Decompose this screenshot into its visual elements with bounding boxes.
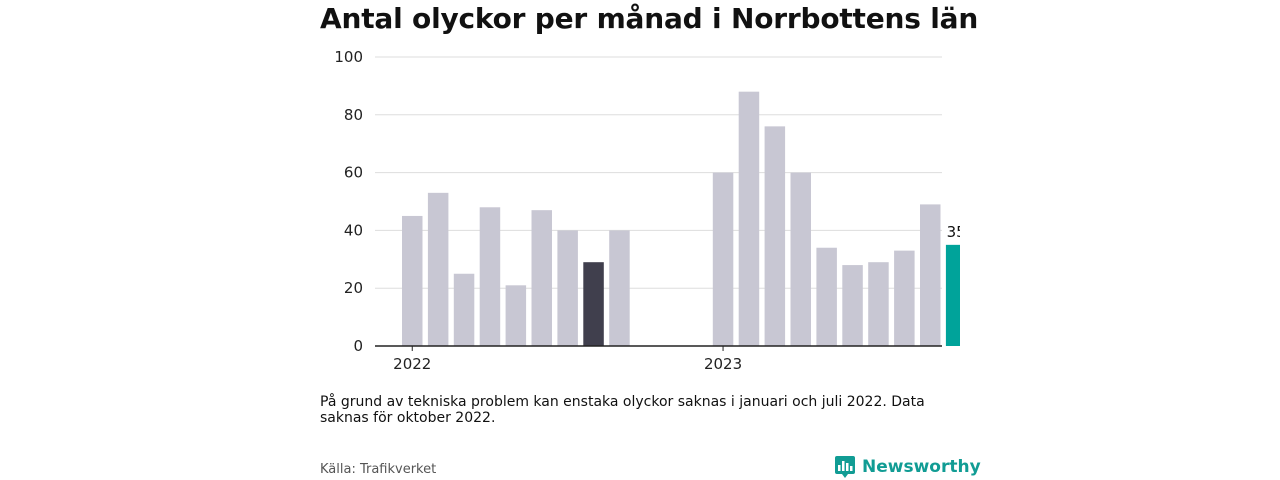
chart-title: Antal olyckor per månad i Norrbottens lä… [320,2,979,35]
source-label: Källa: Trafikverket [320,462,437,477]
x-axis: 2022 2023 [375,345,942,373]
bar-2023-02 [738,91,760,347]
bar-2023-09 [920,204,941,346]
bar-2023-05 [816,247,837,346]
bar-2022-04 [479,207,501,346]
y-tick-label: 60 [344,164,363,182]
bar-2023-10 [945,244,960,346]
bar-2023-01 [712,172,734,346]
data-label-2023-10: 35 [947,223,960,241]
bar-2023-04 [790,172,811,346]
brand-logo[interactable]: Newsworthy [834,455,981,479]
x-tick-label: 2022 [393,355,431,373]
bar-2023-03 [764,126,786,346]
bar-2022-02 [427,192,449,346]
bar-2023-07 [868,262,889,346]
brand-name: Newsworthy [862,457,981,477]
bar-2023-08 [894,250,915,346]
bar-2022-08 [583,262,604,346]
bar-chart: 0 20 40 60 80 100 2022 2023 35 [334,48,960,373]
x-tick-label: 2023 [704,355,742,373]
y-tick-label: 20 [344,279,363,297]
bar-2022-09 [609,230,630,346]
bar-2022-01 [402,215,423,346]
y-tick-label: 100 [334,48,363,66]
bar-2022-07 [557,230,578,346]
bar-2022-06 [531,210,552,346]
bar-2023-06 [842,265,863,346]
bar-2022-05 [505,285,527,346]
gridlines [375,56,942,289]
data-labels: 35 [947,223,960,241]
y-tick-label: 40 [344,221,363,239]
y-tick-label: 80 [344,106,363,124]
y-tick-label: 0 [353,337,363,355]
footnote: På grund av tekniska problem kan enstaka… [320,394,925,426]
y-axis-labels: 0 20 40 60 80 100 [334,48,363,355]
bar-chart-speech-bubble-icon [835,456,855,478]
bar-2022-03 [453,273,475,346]
bars [402,91,960,347]
